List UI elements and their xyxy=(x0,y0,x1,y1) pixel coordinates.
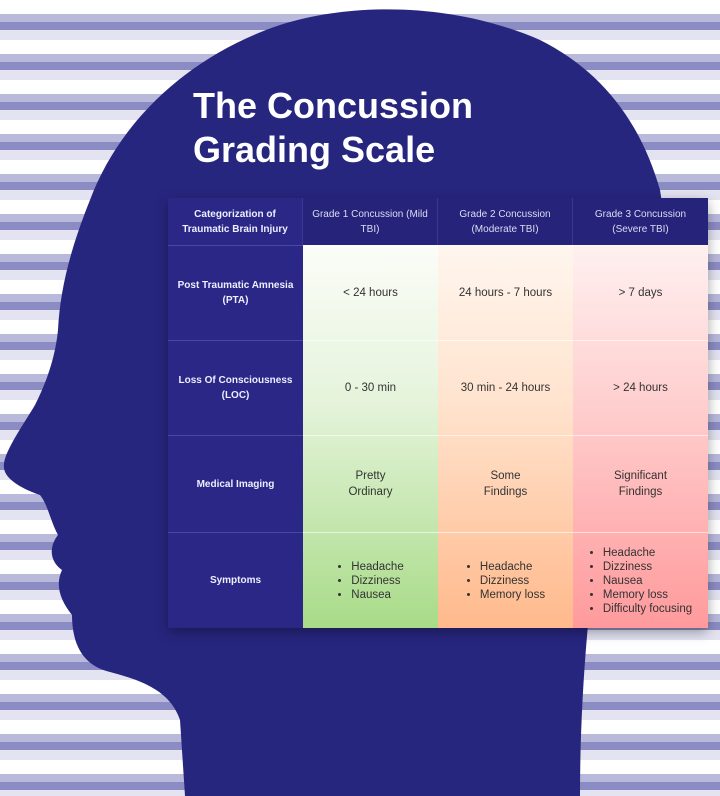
cell-loc-grade-1: 0 - 30 min xyxy=(303,340,438,435)
cell-symptoms-grade-2: Headache Dizziness Memory loss xyxy=(438,532,573,628)
symptom-item: Headache xyxy=(351,560,403,574)
row-label-loc: Loss Of Consciousness (LOC) xyxy=(168,340,303,435)
symptom-list: Headache Dizziness Nausea xyxy=(337,560,403,602)
row-label-pta: Post Traumatic Amnesia (PTA) xyxy=(168,245,303,340)
symptom-item: Dizziness xyxy=(603,560,692,574)
cell-symptoms-grade-1: Headache Dizziness Nausea xyxy=(303,532,438,628)
cell-imaging-grade-1: Pretty Ordinary xyxy=(303,435,438,532)
header-grade-1: Grade 1 Concussion (Mild TBI) xyxy=(303,198,438,245)
cell-pta-grade-2: 24 hours - 7 hours xyxy=(438,245,573,340)
symptom-item: Dizziness xyxy=(480,574,545,588)
cell-loc-grade-2: 30 min - 24 hours xyxy=(438,340,573,435)
cell-imaging-grade-2: Some Findings xyxy=(438,435,573,532)
cell-symptoms-grade-3: Headache Dizziness Nausea Memory loss Di… xyxy=(573,532,708,628)
symptom-item: Memory loss xyxy=(603,588,692,602)
grade-2-column-fill xyxy=(438,245,573,628)
cell-pta-grade-1: < 24 hours xyxy=(303,245,438,340)
symptom-item: Headache xyxy=(603,546,692,560)
symptom-item: Difficulty focusing xyxy=(603,602,692,616)
grading-table: Categorization of Traumatic Brain Injury… xyxy=(168,198,708,628)
title-line-1: The Concussion xyxy=(193,85,474,126)
symptom-item: Memory loss xyxy=(480,588,545,602)
symptom-item: Headache xyxy=(480,560,545,574)
grade-3-column-fill xyxy=(573,245,708,628)
header-category: Categorization of Traumatic Brain Injury xyxy=(168,198,303,245)
grade-1-column-fill xyxy=(303,245,438,628)
symptom-item: Nausea xyxy=(351,588,403,602)
symptom-item: Nausea xyxy=(603,574,692,588)
cell-pta-grade-3: > 7 days xyxy=(573,245,708,340)
symptom-list: Headache Dizziness Memory loss xyxy=(466,560,545,602)
header-grade-2: Grade 2 Concussion (Moderate TBI) xyxy=(438,198,573,245)
row-label-symptoms: Symptoms xyxy=(168,532,303,628)
header-grade-3: Grade 3 Concussion (Severe TBI) xyxy=(573,198,708,245)
title-line-2: Grading Scale xyxy=(193,129,436,170)
page-title: The Concussion Grading Scale xyxy=(193,84,473,172)
symptom-item: Dizziness xyxy=(351,574,403,588)
row-label-imaging: Medical Imaging xyxy=(168,435,303,532)
symptom-list: Headache Dizziness Nausea Memory loss Di… xyxy=(589,546,692,616)
cell-imaging-grade-3: Significant Findings xyxy=(573,435,708,532)
cell-loc-grade-3: > 24 hours xyxy=(573,340,708,435)
